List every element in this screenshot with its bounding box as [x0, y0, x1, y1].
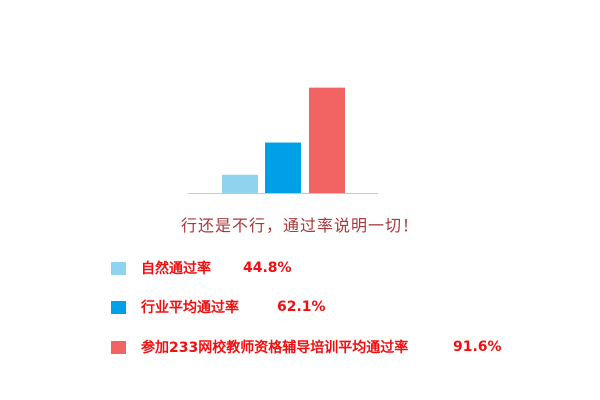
bar-2 [265, 142, 301, 193]
legend-value: 91.6% [453, 339, 502, 355]
legend-swatch [111, 340, 126, 354]
bar-chart [188, 87, 378, 194]
bar-3 [309, 87, 345, 193]
legend-swatch [111, 261, 126, 275]
legend-label: 参加233网校教师资格辅导培训平均通过率 [141, 340, 409, 356]
legend-value: 44.8% [243, 260, 292, 276]
legend-item: 参加233网校教师资格辅导培训平均通过率 91.6% [111, 339, 502, 356]
legend-item: 行业平均通过率 62.1% [111, 299, 326, 316]
legend-label: 行业平均通过率 [141, 300, 239, 316]
legend-swatch [111, 300, 126, 314]
legend-item: 自然通过率 44.8% [111, 260, 292, 277]
chart-caption: 行还是不行，通过率说明一切！ [180, 216, 419, 235]
legend-label: 自然通过率 [141, 261, 211, 277]
legend-value: 62.1% [277, 299, 326, 315]
bar-1 [222, 174, 258, 193]
